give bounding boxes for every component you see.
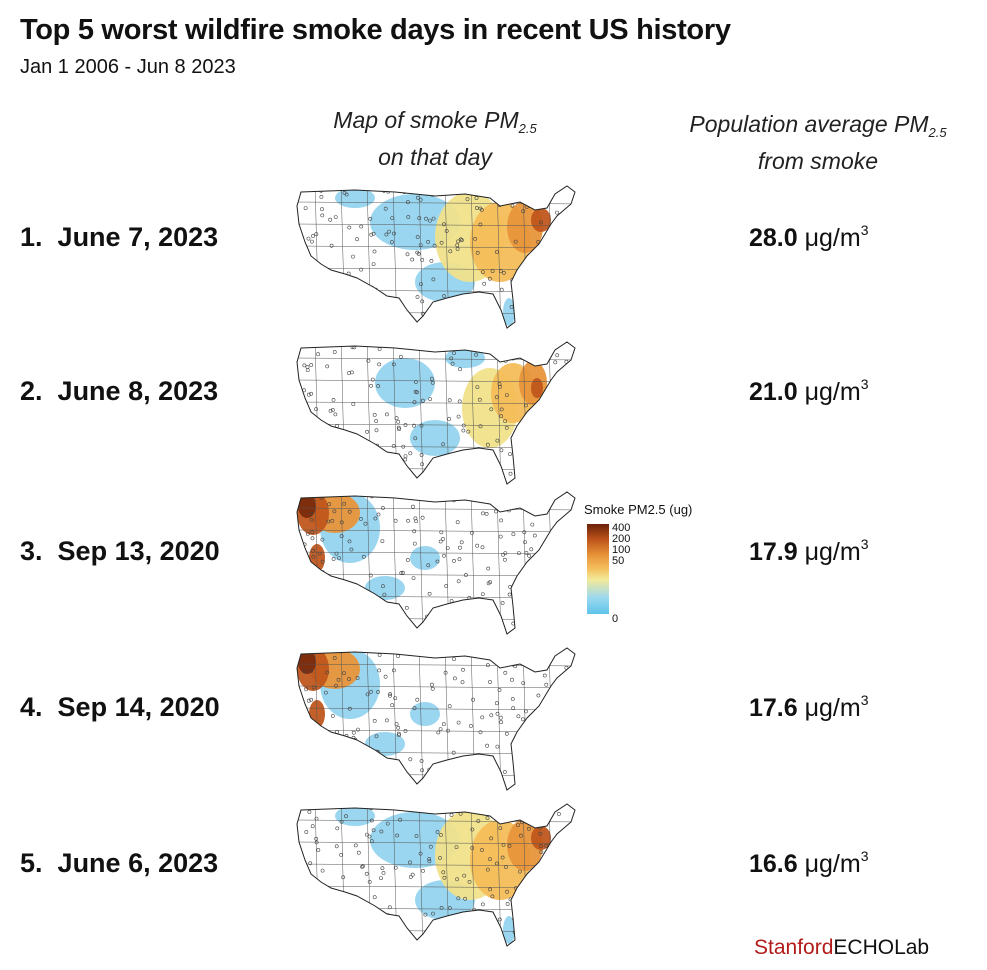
value-number: 21.0: [749, 378, 798, 406]
value-unit: μg/m: [804, 378, 861, 406]
value-unit-sup: 3: [860, 222, 869, 238]
smoke-map-row-1: [296, 185, 576, 329]
brand-part-1: Stanford: [754, 936, 834, 959]
smoke-area: [375, 358, 435, 408]
rank-number: 4.: [20, 692, 43, 722]
pop-header-sub: 2.5: [928, 125, 947, 140]
smoke-area: [410, 546, 440, 570]
value-unit-sup: 3: [860, 536, 869, 552]
rank-date: June 7, 2023: [57, 222, 219, 252]
value-unit: μg/m: [804, 694, 861, 722]
smoke-map-row-3: [296, 491, 576, 635]
smoke-area: [503, 916, 515, 944]
population-column-header: Population average PM2.5 from smoke: [663, 110, 973, 176]
brand-logo: StanfordECHOLab: [754, 936, 929, 960]
rank-date: June 8, 2023: [57, 376, 219, 406]
chart-subtitle: Jan 1 2006 - Jun 8 2023: [20, 56, 236, 78]
rank-date: Sep 14, 2020: [57, 692, 220, 722]
smoke-area: [298, 650, 316, 674]
value-unit: μg/m: [804, 850, 861, 878]
chart-title: Top 5 worst wildfire smoke days in recen…: [20, 14, 731, 46]
value-row-1: 28.0 μg/m3: [749, 222, 869, 253]
brand-part-2: ECHOLab: [833, 936, 930, 959]
legend-tick-0: 0: [612, 613, 619, 625]
smoke-map-row-4: [296, 647, 576, 791]
value-number: 17.9: [749, 538, 798, 566]
smoke-area: [410, 420, 460, 456]
rank-date: Sep 13, 2020: [57, 536, 220, 566]
map-column-header: Map of smoke PM2.5 on that day: [290, 106, 580, 172]
value-number: 17.6: [749, 694, 798, 722]
rank-row-3: 3. Sep 13, 2020: [20, 536, 220, 567]
value-number: 28.0: [749, 224, 798, 252]
color-legend: Smoke PM2.5 (ug) 400 200 100 50 0: [584, 502, 724, 632]
value-row-2: 21.0 μg/m3: [749, 376, 869, 407]
smoke-area: [335, 188, 375, 208]
rank-number: 1.: [20, 222, 43, 252]
rank-row-5: 5. June 6, 2023: [20, 848, 218, 879]
pop-header-line2: from smoke: [757, 148, 879, 174]
rank-number: 5.: [20, 848, 43, 878]
smoke-area: [531, 208, 551, 232]
smoke-area: [503, 298, 515, 326]
smoke-area: [410, 702, 440, 726]
value-row-3: 17.9 μg/m3: [749, 536, 869, 567]
map-header-line2: on that day: [378, 144, 492, 170]
smoke-area: [531, 826, 551, 850]
legend-tick-200: 200: [612, 533, 631, 545]
legend-tick-400: 400: [612, 522, 631, 534]
smoke-area: [531, 378, 543, 398]
legend-color-bar: [587, 524, 609, 614]
smoke-area: [445, 348, 485, 368]
map-header-line1: Map of smoke PM: [333, 107, 519, 133]
value-unit: μg/m: [804, 538, 861, 566]
smoke-map-row-2: [296, 341, 576, 485]
legend-tick-100: 100: [612, 544, 631, 556]
value-number: 16.6: [749, 850, 798, 878]
smoke-area: [335, 806, 375, 826]
rank-row-4: 4. Sep 14, 2020: [20, 692, 220, 723]
value-row-4: 17.6 μg/m3: [749, 692, 869, 723]
value-unit-sup: 3: [860, 692, 869, 708]
rank-number: 3.: [20, 536, 43, 566]
value-unit-sup: 3: [860, 848, 869, 864]
map-header-sub: 2.5: [518, 121, 537, 136]
legend-tick-50: 50: [612, 555, 625, 567]
legend-title: Smoke PM2.5 (ug): [584, 502, 693, 517]
rank-date: June 6, 2023: [57, 848, 219, 878]
smoke-map-row-5: [296, 803, 576, 947]
rank-row-1: 1. June 7, 2023: [20, 222, 218, 253]
rank-number: 2.: [20, 376, 43, 406]
rank-row-2: 2. June 8, 2023: [20, 376, 218, 407]
pop-header-line1: Population average PM: [689, 111, 929, 137]
value-row-5: 16.6 μg/m3: [749, 848, 869, 879]
value-unit: μg/m: [804, 224, 861, 252]
value-unit-sup: 3: [860, 376, 869, 392]
